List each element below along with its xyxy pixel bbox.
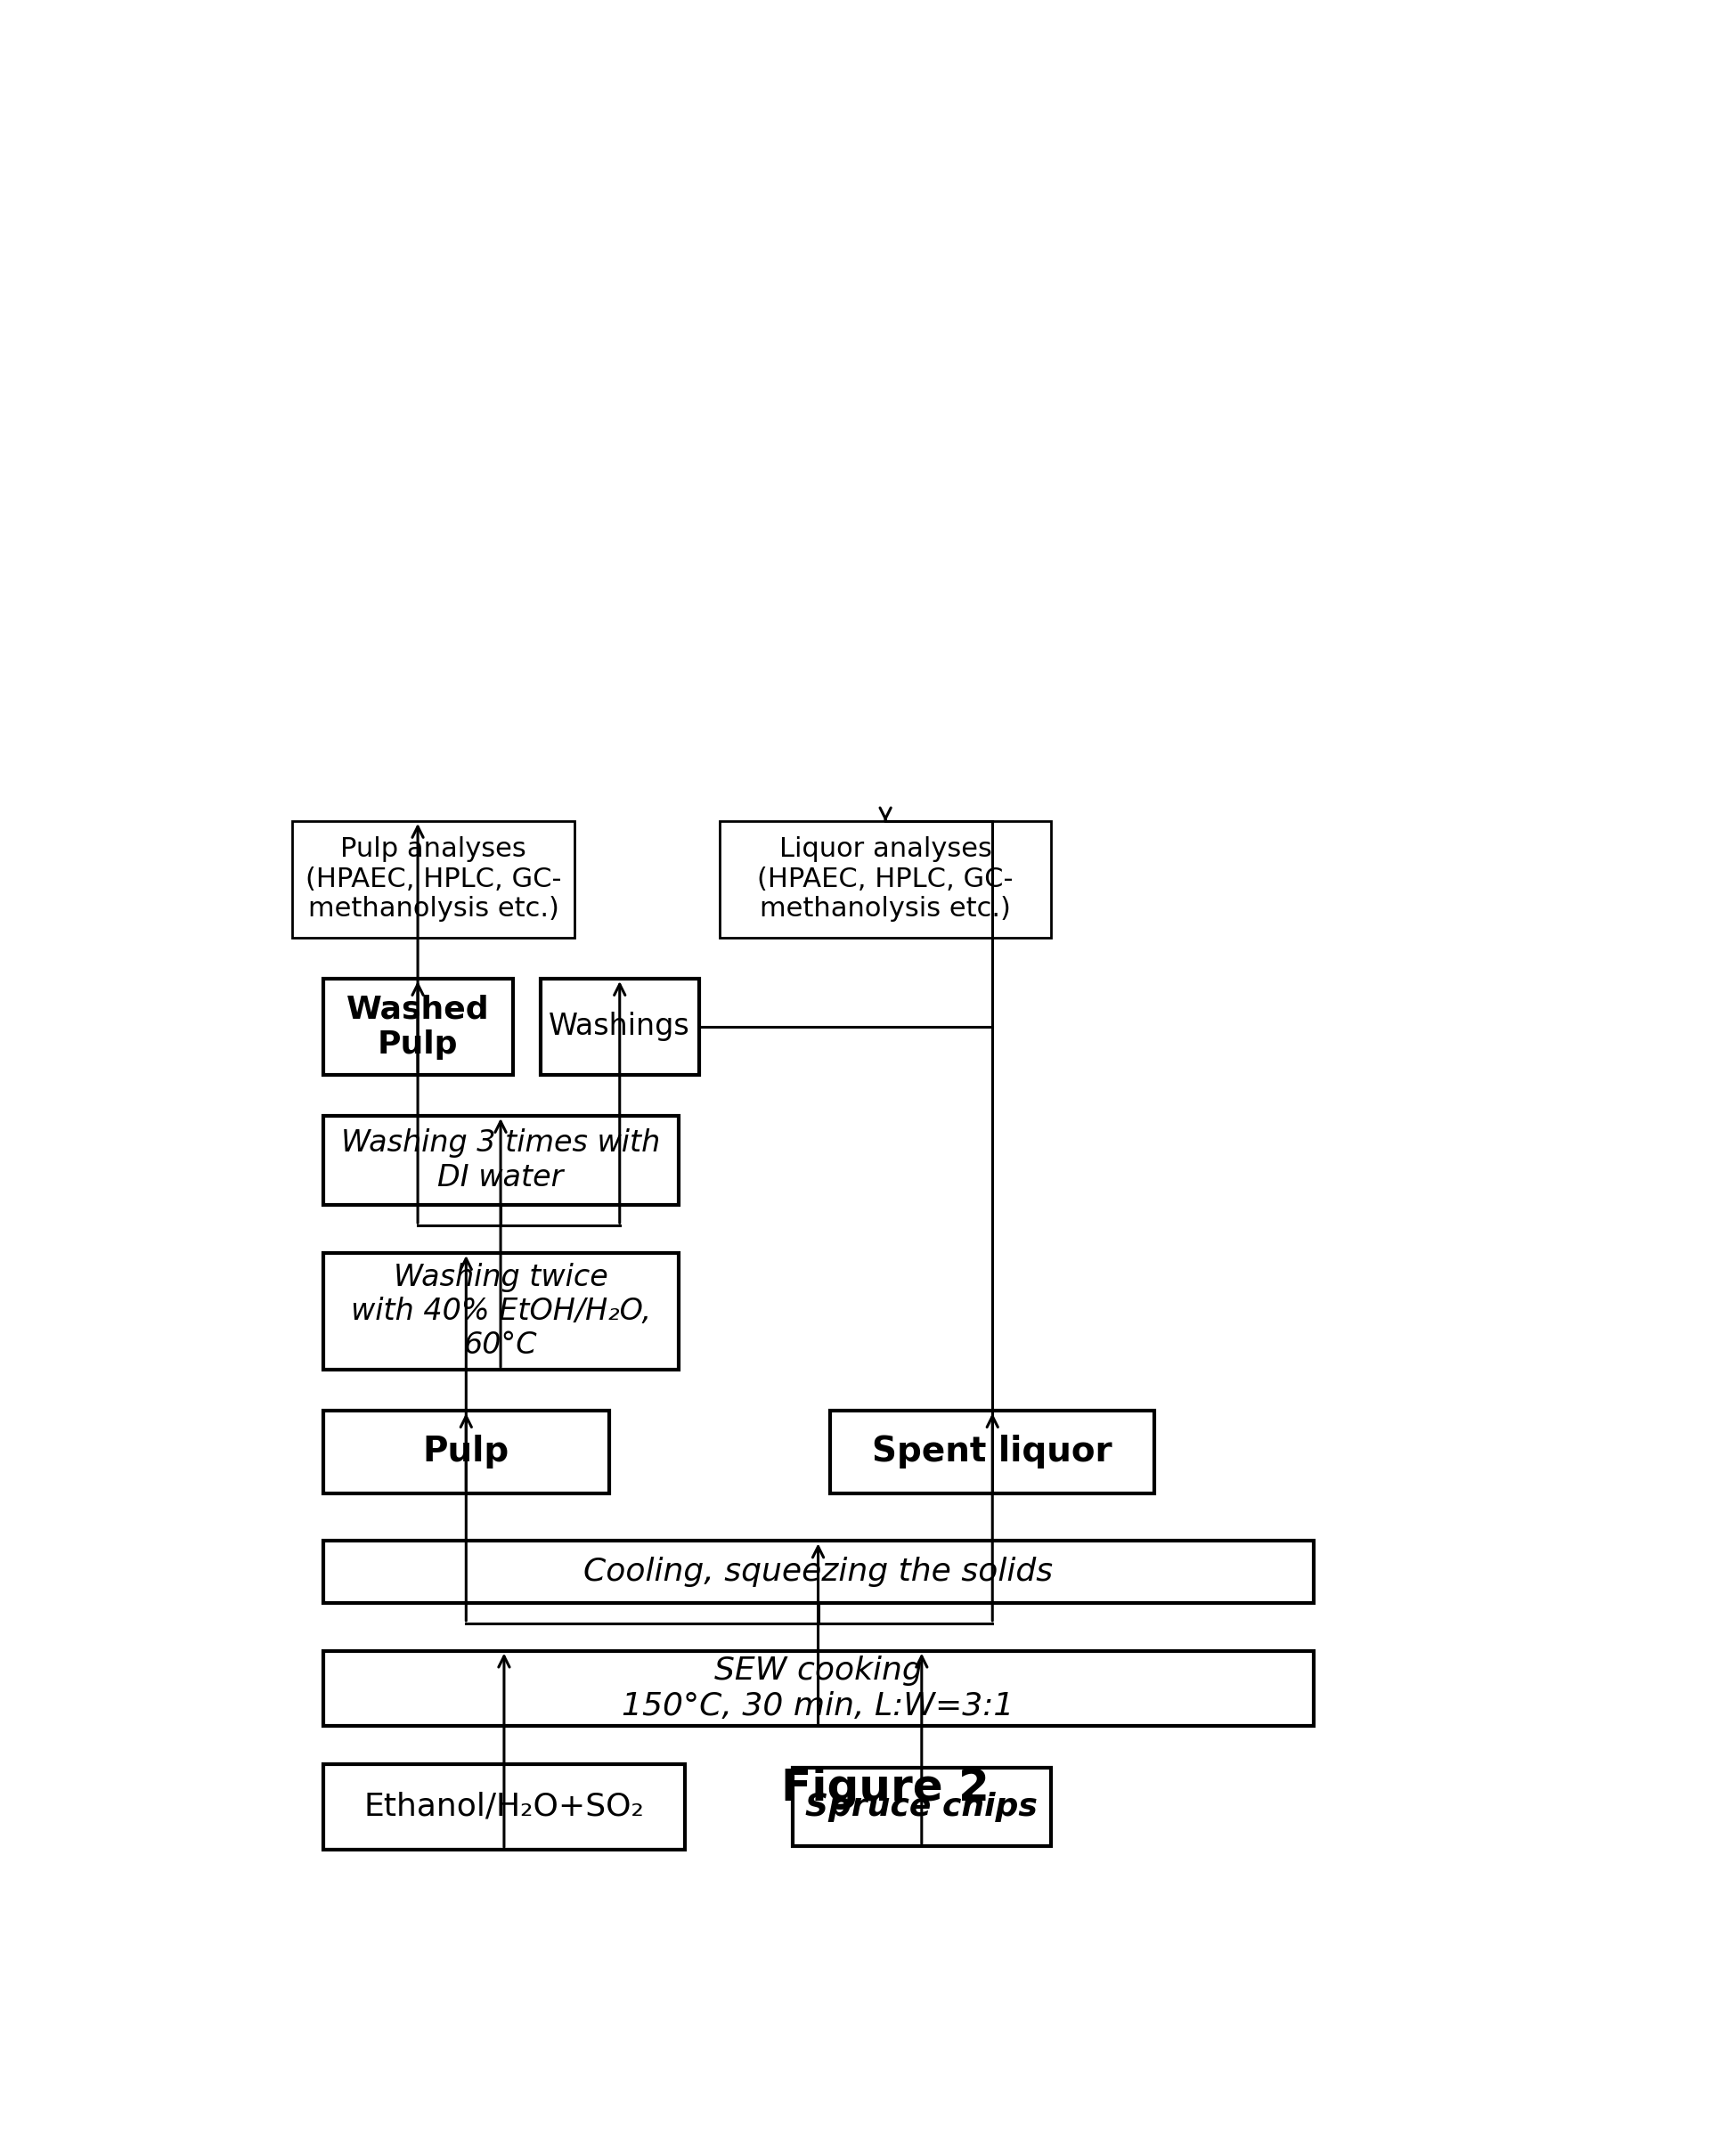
- Bar: [323, 1253, 679, 1369]
- Bar: [323, 1651, 1314, 1727]
- Bar: [323, 1117, 679, 1205]
- Text: Spruce chips: Spruce chips: [805, 1792, 1038, 1822]
- Text: Washed
Pulp: Washed Pulp: [345, 994, 489, 1059]
- Bar: [323, 1542, 1314, 1602]
- Bar: [831, 1410, 1155, 1492]
- Bar: [323, 1764, 686, 1850]
- Text: Ethanol/H₂O+SO₂: Ethanol/H₂O+SO₂: [364, 1792, 644, 1822]
- Bar: [292, 821, 575, 938]
- Text: Washing twice
with 40% EtOH/H₂O,
60°C: Washing twice with 40% EtOH/H₂O, 60°C: [351, 1263, 651, 1360]
- Bar: [541, 979, 699, 1074]
- Text: Washings: Washings: [549, 1011, 691, 1041]
- Text: Pulp analyses
(HPAEC, HPLC, GC-
methanolysis etc.): Pulp analyses (HPAEC, HPLC, GC- methanol…: [306, 837, 561, 923]
- Bar: [793, 1768, 1052, 1846]
- Bar: [323, 979, 513, 1074]
- Text: SEW cooking
150°C, 30 min, L:W=3:1: SEW cooking 150°C, 30 min, L:W=3:1: [622, 1656, 1014, 1720]
- Text: Figure 2: Figure 2: [781, 1768, 990, 1809]
- Text: Liquor analyses
(HPAEC, HPLC, GC-
methanolysis etc.): Liquor analyses (HPAEC, HPLC, GC- methan…: [758, 837, 1014, 923]
- Text: Pulp: Pulp: [423, 1436, 509, 1468]
- Text: Washing 3 times with
DI water: Washing 3 times with DI water: [340, 1130, 660, 1192]
- Bar: [720, 821, 1052, 938]
- Text: Cooling, squeezing the solids: Cooling, squeezing the solids: [584, 1557, 1053, 1587]
- Bar: [323, 1410, 610, 1492]
- Text: Spent liquor: Spent liquor: [872, 1436, 1112, 1468]
